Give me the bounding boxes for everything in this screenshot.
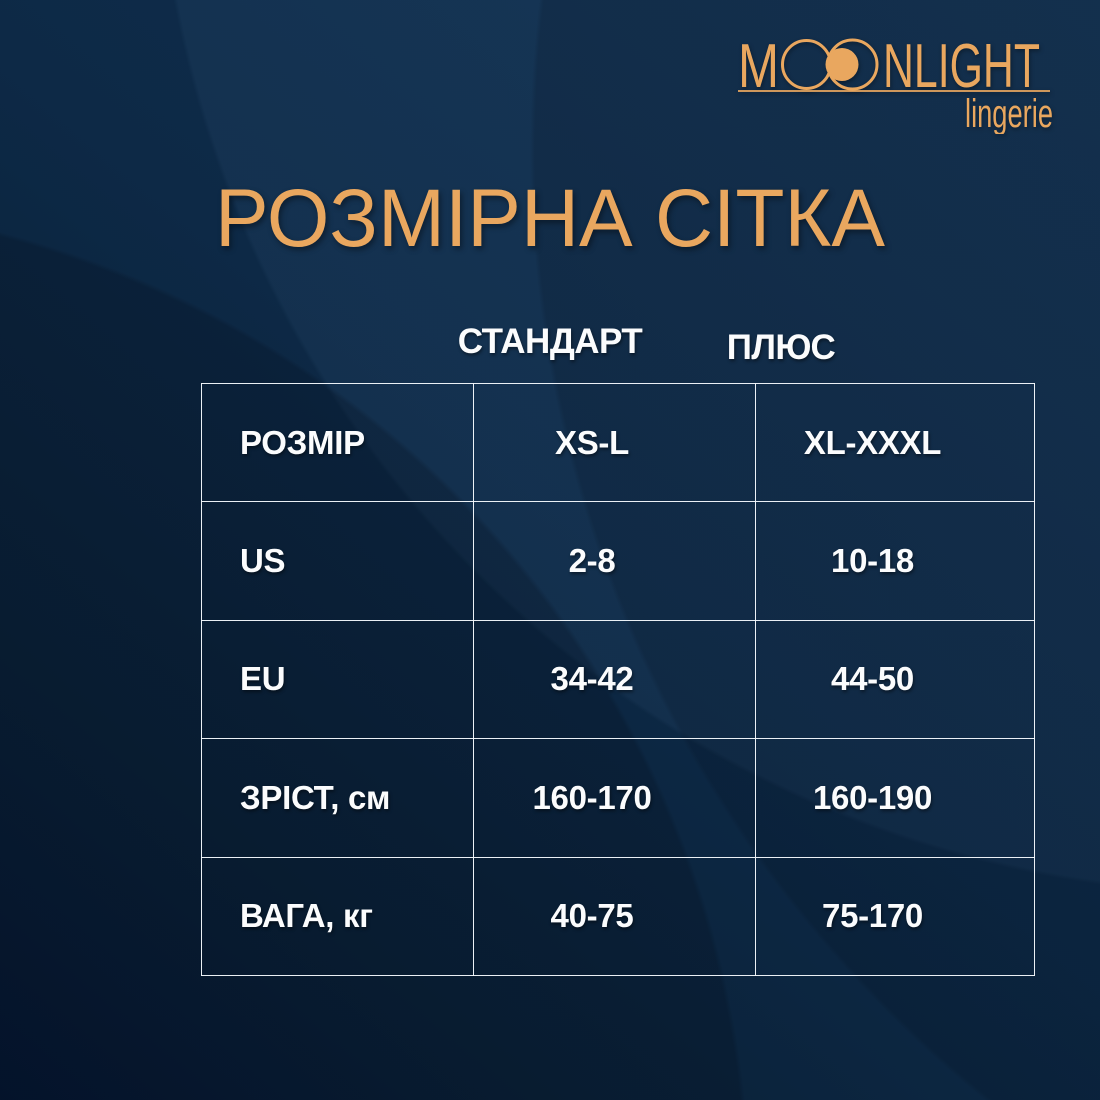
o-ring-left-icon <box>781 39 832 90</box>
brand-logo-graphic: M NLIGHT lingerie <box>738 32 1053 134</box>
column-header-plus: ПЛЮС <box>726 328 836 367</box>
cell-plus: XL-XXXL <box>755 382 1035 503</box>
page-title-text: РОЗМІРНА СІТКА <box>215 178 885 264</box>
size-table: РОЗМІР XS-L XL-XXXL US 2-8 10-18 EU 34-4… <box>201 382 1035 976</box>
cell-standard: 40-75 <box>473 856 756 976</box>
table-row: РОЗМІР XS-L XL-XXXL <box>201 382 1035 503</box>
row-label: US <box>201 501 474 621</box>
row-label: ВАГА, кг <box>201 856 474 976</box>
row-label: ЗРІСТ, см <box>201 738 474 858</box>
brand-tagline: lingerie <box>965 92 1053 134</box>
cell-standard: 160-170 <box>473 738 756 858</box>
table-row: EU 34-42 44-50 <box>201 619 1035 740</box>
table-row: ВАГА, кг 40-75 75-170 <box>201 856 1035 976</box>
cell-plus: 75-170 <box>755 856 1035 976</box>
cell-plus: 10-18 <box>755 501 1035 621</box>
brand-logo: M NLIGHT lingerie <box>738 30 1056 134</box>
size-table-body: РОЗМІР XS-L XL-XXXL US 2-8 10-18 EU 34-4… <box>201 382 1035 976</box>
row-label: РОЗМІР <box>201 382 474 503</box>
cell-plus: 160-190 <box>755 738 1035 858</box>
column-header-standard: СТАНДАРТ <box>457 322 643 361</box>
table-row: ЗРІСТ, см 160-170 160-190 <box>201 738 1035 858</box>
cell-plus: 44-50 <box>755 619 1035 740</box>
page-title-graphic: РОЗМІРНА СІТКА <box>215 178 885 264</box>
page-title: РОЗМІРНА СІТКА <box>200 178 900 268</box>
table-row: US 2-8 10-18 <box>201 501 1035 621</box>
cell-standard: 2-8 <box>473 501 756 621</box>
moon-icon <box>825 48 859 81</box>
cell-standard: XS-L <box>473 382 756 503</box>
row-label: EU <box>201 619 474 740</box>
brand-wordmark-right: NLIGHT <box>883 32 1040 101</box>
cell-standard: 34-42 <box>473 619 756 740</box>
brand-wordmark-left: M <box>738 32 779 101</box>
